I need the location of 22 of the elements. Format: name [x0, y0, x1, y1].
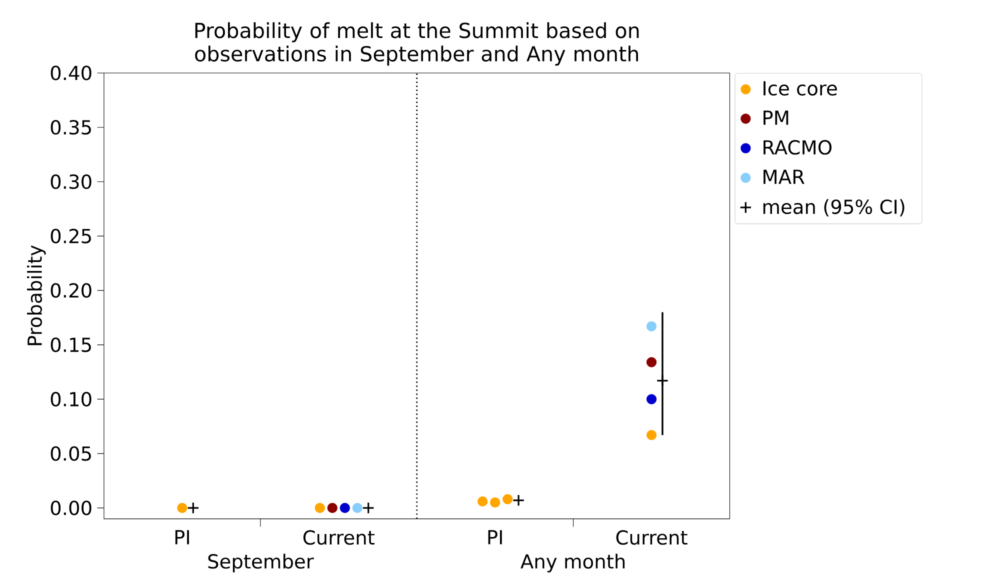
- y-tick-label: 0.25: [50, 228, 91, 244]
- y-tick-label: 0.30: [50, 174, 92, 190]
- legend-label: RACMO: [764, 140, 832, 155]
- y-tick-label: 0.35: [50, 120, 91, 135]
- x-tick-label: Current: [616, 530, 688, 545]
- x-tick-label: Current: [303, 530, 374, 545]
- x-tick-label: PI: [488, 530, 502, 544]
- y-tick-label: 0.40: [50, 66, 92, 80]
- legend-label: Ice core: [764, 81, 837, 96]
- y-axis-title: Probability: [27, 245, 46, 346]
- y-tick-label: 0.00: [50, 500, 92, 516]
- y-tick-label: 0.10: [50, 392, 92, 407]
- x-tick-label: PI: [175, 530, 189, 544]
- legend-label: MAR: [764, 170, 804, 184]
- y-tick-label: 0.15: [50, 338, 91, 352]
- text: Any month: [520, 554, 625, 573]
- y-tick-label: 0.05: [50, 446, 91, 461]
- legend-label: mean (95% CI): [763, 199, 904, 216]
- legend-label: PM: [764, 110, 788, 125]
- chart-title: Probability of melt at the Summit based on observations in September and Any month: [195, 22, 639, 66]
- y-tick-label: 0.20: [50, 283, 92, 298]
- text: September: [208, 554, 314, 573]
